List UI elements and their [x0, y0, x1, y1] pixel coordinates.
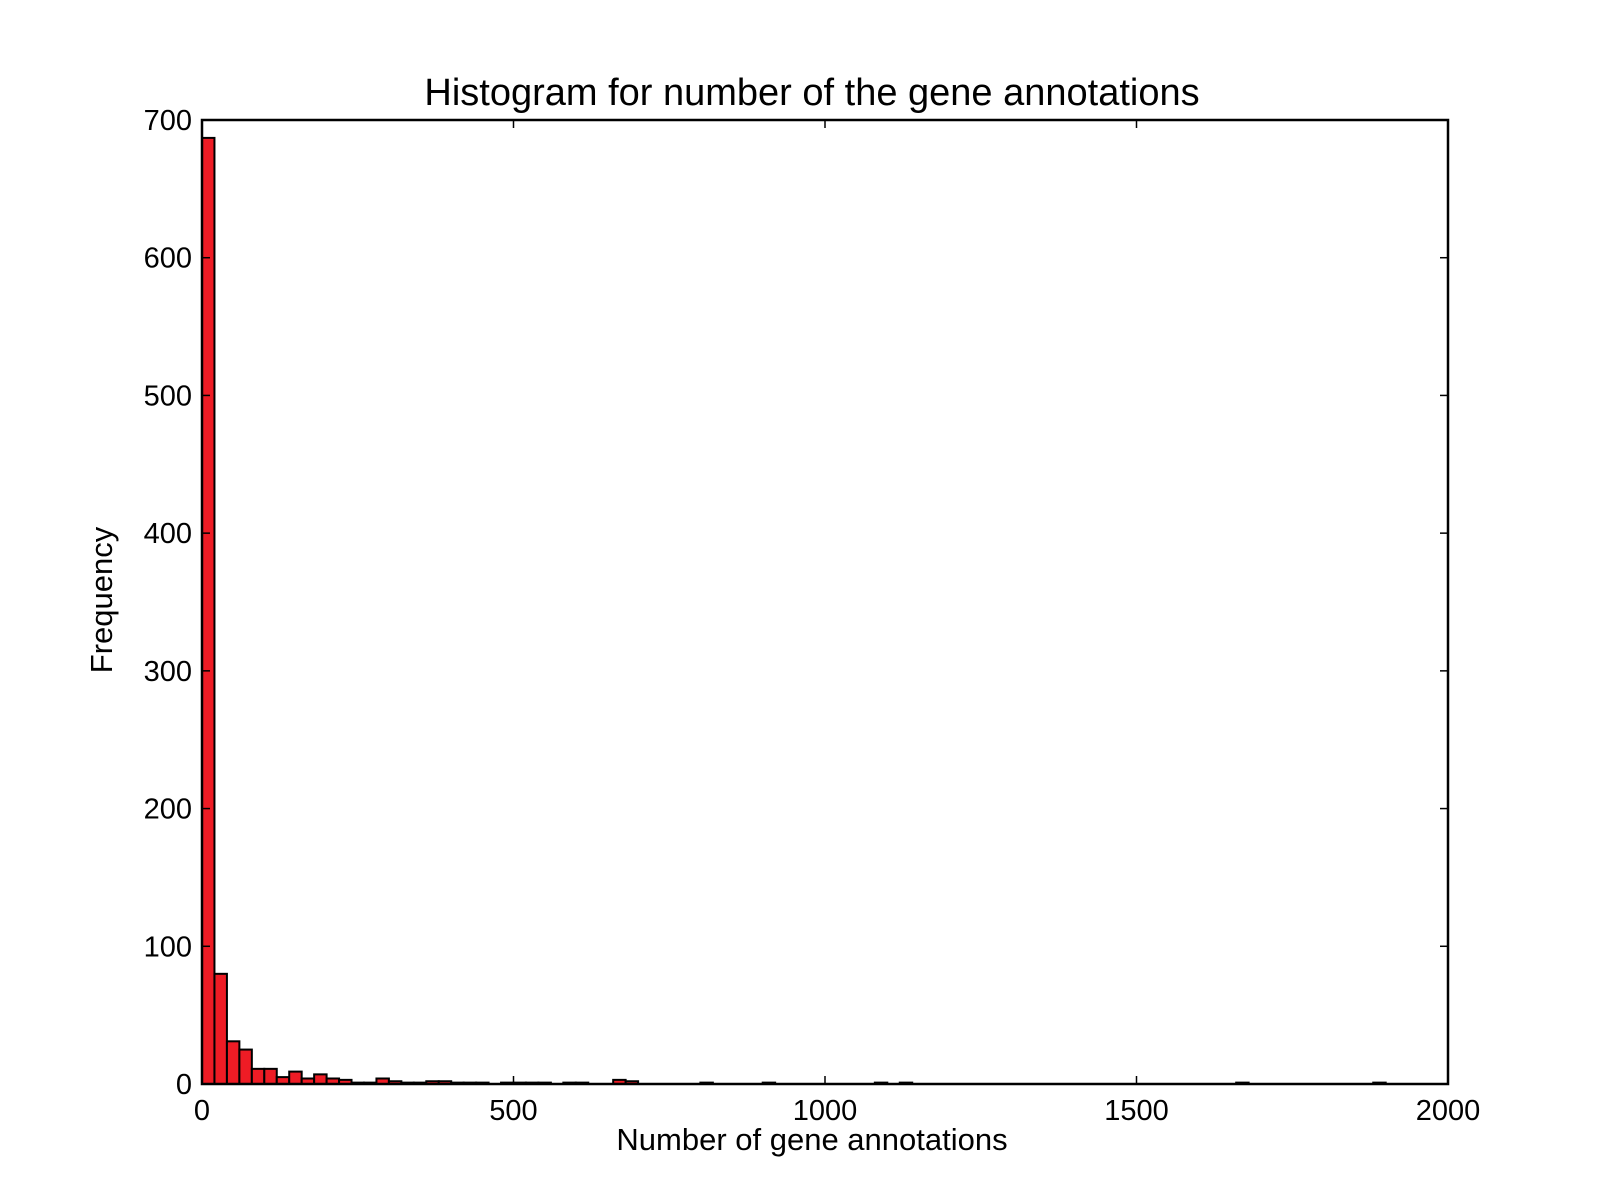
- x-tick-label: 2000: [1416, 1095, 1481, 1127]
- y-tick-label: 0: [176, 1069, 192, 1101]
- y-tick-label: 400: [144, 518, 192, 550]
- x-tick-label: 0: [194, 1095, 210, 1127]
- histogram-bar-4: [250, 1067, 266, 1086]
- chart-title: Histogram for number of the gene annotat…: [424, 72, 1199, 114]
- y-axis-label: Frequency: [84, 526, 119, 673]
- y-tick-label: 300: [144, 656, 192, 688]
- axis-ticks: 0 500 1000 1500 2000 0 100 200 300 400 500 600 700: [144, 105, 1481, 1127]
- histogram-bar-9: [313, 1073, 328, 1085]
- histogram-bar-2: [225, 1040, 241, 1086]
- y-tick-label: 200: [144, 794, 192, 826]
- histogram-bar-5: [263, 1067, 278, 1086]
- x-tick-label: 500: [489, 1095, 537, 1127]
- histogram-bar-1: [213, 972, 228, 1085]
- histogram-bar-0: [201, 136, 216, 1086]
- histogram-bar-3: [238, 1048, 253, 1085]
- y-tick-label: 600: [144, 243, 192, 275]
- plot-frame: [200, 118, 1450, 1086]
- y-tick-label: 500: [144, 380, 192, 412]
- y-tick-label: 700: [144, 105, 192, 137]
- y-tick-label: 100: [144, 931, 192, 963]
- histogram-bar-7: [288, 1070, 303, 1085]
- histogram-bars: [201, 136, 1387, 1086]
- x-axis-label: Number of gene annotations: [616, 1122, 1007, 1157]
- x-tick-label: 1000: [793, 1095, 858, 1127]
- x-tick-label: 1500: [1104, 1095, 1169, 1127]
